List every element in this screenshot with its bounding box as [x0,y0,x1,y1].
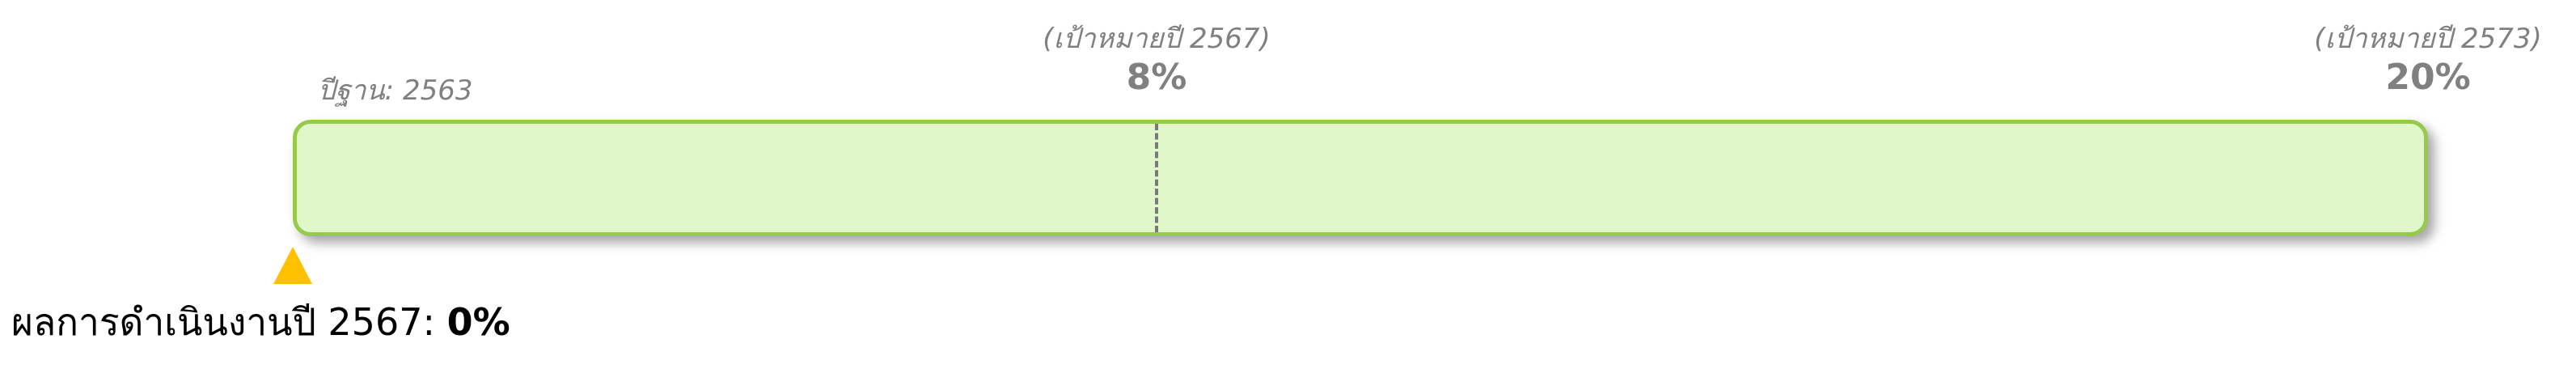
milestone-2567-label: (เป้าหมายปี 2567) [1043,23,1271,55]
baseline-label: ปีฐาน: 2563 [318,74,473,107]
actual-result-text: ผลการดำเนินงานปี 2567: 0% [11,293,510,352]
actual-result-label: ผลการดำเนินงานปี 2567: [11,300,447,344]
milestone-2573-label: (เป้าหมายปี 2573) [2314,23,2542,55]
actual-marker-triangle [273,247,312,284]
milestone-2573-value: 20% [2385,57,2471,98]
milestone-2567-value: 8% [1126,57,1187,98]
actual-result-value: 0% [446,300,510,344]
target-2567-line [1155,124,1158,232]
progress-bar-track [293,120,2428,236]
